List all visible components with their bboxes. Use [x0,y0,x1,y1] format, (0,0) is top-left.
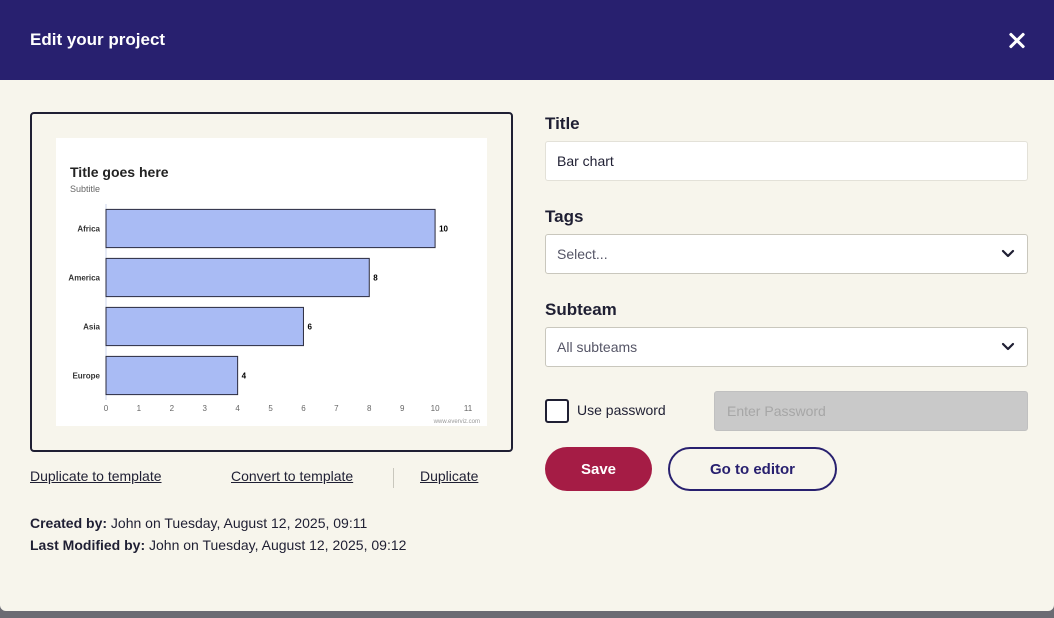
tags-label: Tags [545,207,584,226]
modified-by-row: Last Modified by: John on Tuesday, Augus… [30,534,406,556]
go-to-editor-button[interactable]: Go to editor [668,447,837,491]
chart-preview: Title goes here Subtitle Africa 10 America 8 A… [56,138,487,426]
title-label: Title [545,114,580,133]
x-tick-label: 11 [464,404,473,413]
chevron-down-icon [1001,249,1015,258]
save-button[interactable]: Save [545,447,652,491]
created-by-value: John on Tuesday, August 12, 2025, 09:11 [110,515,368,531]
preview-actions: Duplicate to template Convert to templat… [30,468,500,488]
bar-asia [105,306,304,347]
chevron-down-icon [1001,342,1015,351]
x-tick-label: 7 [334,404,339,413]
chart-credit: www.everviz.com [433,419,480,425]
chart-title: Title goes here [70,164,169,180]
category-label: Europe [72,372,100,381]
project-meta: Created by: John on Tuesday, August 12, … [30,512,406,556]
link-divider [393,468,394,488]
bar-america [105,257,370,298]
data-label: 4 [242,372,247,381]
duplicate-link[interactable]: Duplicate [420,468,479,484]
subteam-select[interactable]: All subteams [545,327,1028,367]
data-label: 8 [373,274,378,283]
modified-by-value: John on Tuesday, August 12, 2025, 09:12 [149,537,407,553]
created-by-label: Created by: [30,515,108,531]
chart-preview-frame[interactable]: Title goes here Subtitle Africa 10 America 8 A… [30,112,513,452]
data-label: 6 [307,323,312,332]
subteam-value: All subteams [557,339,638,355]
tags-placeholder: Select... [557,246,608,262]
use-password-checkbox[interactable] [545,399,569,423]
modified-by-label: Last Modified by: [30,537,146,553]
x-tick-label: 2 [170,404,175,413]
title-input[interactable] [545,141,1028,181]
x-tick-label: 5 [268,404,273,413]
tags-select[interactable]: Select... [545,234,1028,274]
duplicate-to-template-link[interactable]: Duplicate to template [30,468,162,484]
x-tick-label: 1 [137,404,142,413]
x-tick-label: 8 [367,404,372,413]
convert-to-template-link[interactable]: Convert to template [231,468,354,484]
bar-europe [105,355,239,396]
password-input[interactable] [714,391,1028,431]
dialog-title: Edit your project [30,30,166,49]
x-tick-label: 10 [431,404,440,413]
use-password-label[interactable]: Use password [577,402,666,418]
bar-africa [105,208,436,249]
category-label: Asia [83,323,100,332]
x-tick-label: 9 [400,404,405,413]
close-icon[interactable] [1004,27,1030,53]
category-label: Africa [77,225,100,234]
password-row: Use password [545,391,1028,431]
x-tick-label: 0 [104,404,109,413]
chart-subtitle: Subtitle [70,184,100,194]
created-by-row: Created by: John on Tuesday, August 12, … [30,512,406,534]
category-label: America [68,274,100,283]
subteam-label: Subteam [545,300,617,319]
x-tick-label: 4 [235,404,240,413]
x-tick-label: 3 [203,404,208,413]
dialog-header: Edit your project [0,0,1054,80]
data-label: 10 [439,225,448,234]
x-tick-label: 6 [301,404,306,413]
